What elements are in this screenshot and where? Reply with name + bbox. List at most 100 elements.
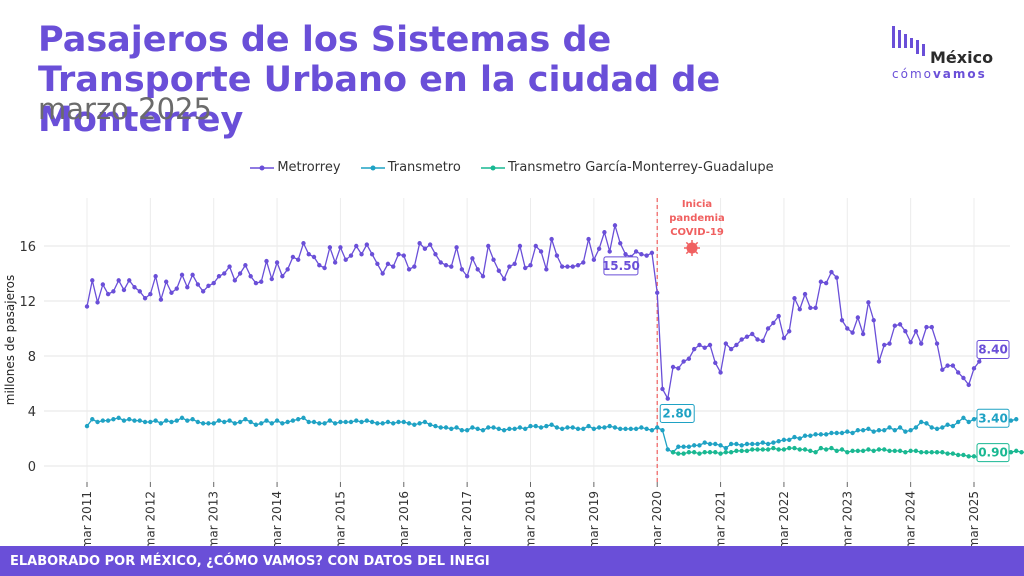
pandemic-annotation-text: pandemia [669,213,725,224]
data-point [501,276,507,282]
data-point [771,320,776,326]
data-point [533,243,538,249]
legend-item-transmetro[interactable]: Transmetro [360,160,461,175]
data-point [528,423,533,429]
data-point [523,426,528,432]
x-tick-label: mar 2025 [967,491,981,546]
data-point [903,429,908,434]
data-point [860,428,866,433]
data-point [618,426,623,432]
data-point [734,448,739,454]
data-point [919,419,924,425]
data-point [449,264,454,269]
legend-item-tgmg[interactable]: Transmetro García-Monterrey-Guadalupe [480,160,774,175]
y-axis-label: millones de pasajeros [3,275,17,405]
data-point [871,448,876,454]
data-point [533,423,538,429]
data-point [823,280,829,286]
data-point [602,425,607,430]
logo-bar-icon [898,30,901,48]
data-point [686,450,692,455]
data-point [417,421,422,426]
data-point [866,300,871,305]
legend-label: Metrorrey [277,160,341,175]
data-point [317,263,322,268]
data-point [132,285,137,290]
data-point [306,252,311,257]
point-label-box [603,256,639,276]
data-point [908,448,913,454]
legend-label: Transmetro [387,160,461,175]
data-point [618,241,623,246]
point-value-label: 2.80 [662,407,692,421]
data-point [818,279,824,284]
data-point [105,418,111,423]
pandemic-annotation-text: COVID-19 [670,227,724,238]
data-point [274,260,280,265]
data-point [491,425,496,430]
data-point [1014,417,1019,422]
data-point [882,428,887,433]
data-point [633,249,639,254]
data-point [84,304,90,309]
data-point [322,421,327,426]
data-point [691,346,697,352]
data-point [412,264,417,269]
data-point [464,428,470,433]
data-point [823,432,829,437]
data-point [871,318,876,323]
data-point [311,419,317,425]
data-point [317,421,322,426]
data-point [332,421,338,426]
data-point [565,425,570,430]
data-point [734,441,739,447]
data-point [808,305,813,311]
data-point [148,419,153,425]
data-point [190,272,195,278]
data-point [433,423,438,429]
data-point [855,315,861,320]
data-point [845,429,850,434]
data-point [908,340,913,345]
data-point [808,433,813,438]
data-point [934,450,940,455]
data-point [517,425,523,430]
data-point [829,445,834,451]
data-point [644,253,649,258]
data-point [391,264,396,269]
data-point [105,291,111,297]
data-point [744,448,750,454]
data-point [406,267,412,272]
data-point [897,448,903,454]
data-point [903,329,908,334]
data-point [222,271,227,276]
end-label-box [976,408,1010,428]
data-point [887,425,892,430]
legend-item-metrorrey[interactable]: Metrorrey [250,160,341,175]
legend-line-icon [360,165,385,170]
data-point [1008,450,1014,455]
data-point [723,341,729,346]
data-point [765,447,771,452]
data-point [940,425,945,430]
footer-credit: ELABORADO POR MÉXICO, ¿CÓMO VAMOS? CON D… [10,554,490,569]
data-point [222,419,227,425]
data-point [655,290,660,295]
data-point [264,418,269,423]
data-point [966,454,971,459]
data-point [116,415,121,421]
data-point [860,448,866,454]
data-point [792,445,797,451]
data-point [649,428,655,433]
data-point [781,437,787,443]
series-line-1 [86,411,1017,454]
x-tick-label: mar 2024 [904,491,918,546]
data-point [95,419,100,425]
data-point [412,422,417,427]
data-point [834,448,839,454]
data-point [591,257,597,262]
data-point [792,434,797,440]
data-point [977,359,982,364]
data-point [369,252,375,257]
data-point [876,359,882,364]
